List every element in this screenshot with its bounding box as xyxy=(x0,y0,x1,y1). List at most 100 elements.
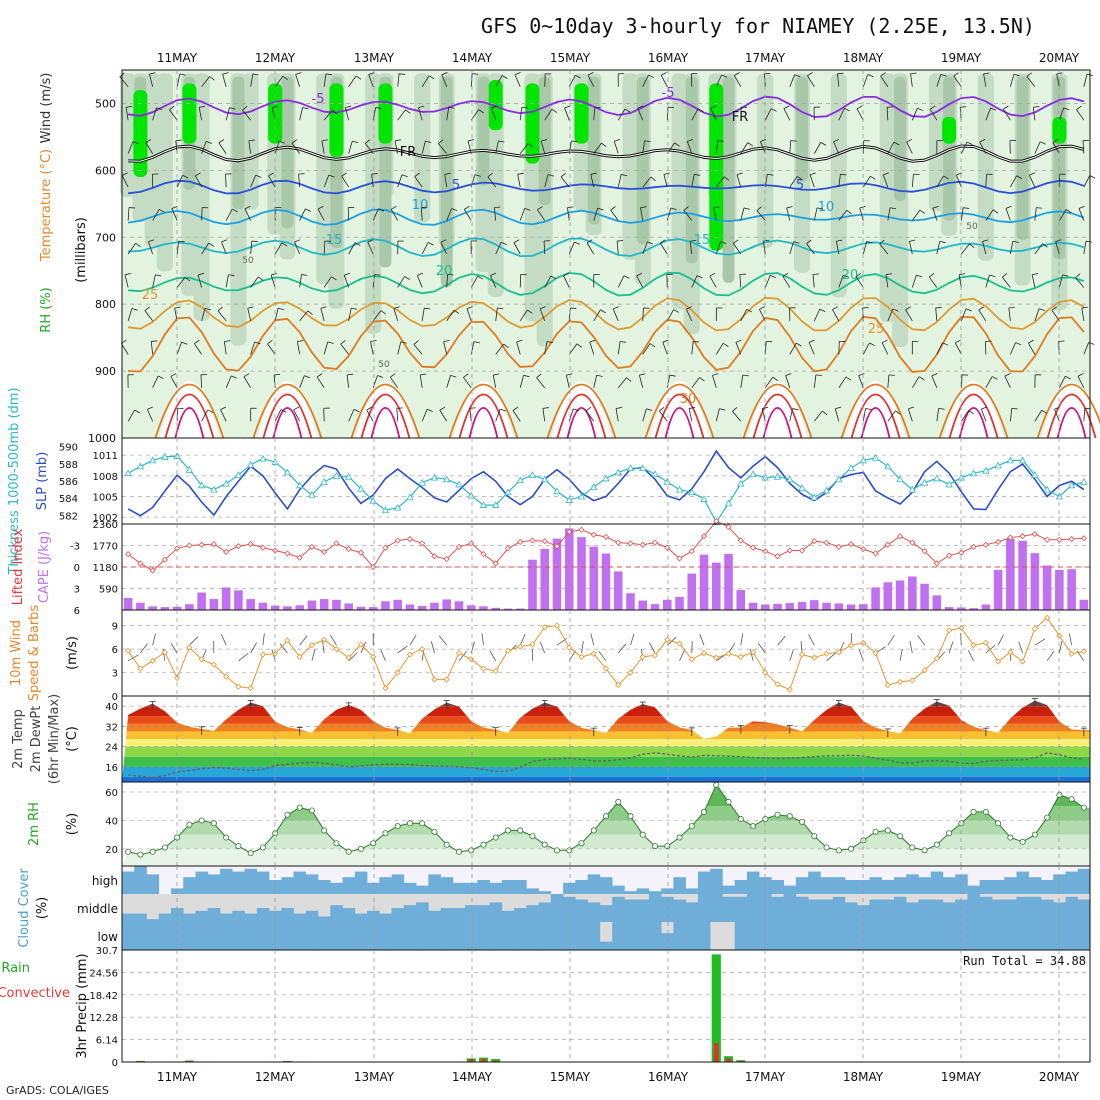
wind-barb-flag xyxy=(673,309,680,313)
wind-barb xyxy=(421,75,430,87)
cape-bar xyxy=(148,606,157,610)
wind10-speed-point xyxy=(688,656,695,663)
wind-barb-flag xyxy=(648,74,655,79)
wind-barb xyxy=(152,375,159,388)
wind-barb xyxy=(617,275,625,288)
wind-barb xyxy=(715,140,719,154)
thickness-point xyxy=(197,481,206,489)
wind10-speed-point xyxy=(1007,649,1014,656)
cloud-high-cell xyxy=(832,877,846,894)
wind-barb xyxy=(912,209,921,221)
wind-barb-flag xyxy=(394,139,401,142)
thickness-point xyxy=(136,462,145,470)
wind-barb-flag xyxy=(621,174,628,177)
wind-barb xyxy=(838,376,847,389)
cloud-high-cell xyxy=(734,880,748,894)
wind-barb-flag xyxy=(393,306,400,309)
wind-barb xyxy=(764,341,767,355)
wind-barb xyxy=(760,141,766,154)
precip-tick-label: 6.14 xyxy=(96,1036,118,1047)
rh-point xyxy=(480,841,487,848)
wind-barb xyxy=(194,343,202,355)
cloud-middle-cell xyxy=(146,919,160,922)
wind-barb-flag xyxy=(537,206,543,211)
cape-bar xyxy=(172,606,182,610)
wind-barb-flag xyxy=(352,140,359,144)
lifted-index-point xyxy=(137,560,144,567)
wind-barb-flag xyxy=(990,107,997,111)
wind-barb xyxy=(176,241,180,255)
wind-barb xyxy=(537,209,546,221)
wind10-barb xyxy=(421,648,425,661)
wind-barb xyxy=(563,275,570,288)
thickness-point xyxy=(1006,456,1015,464)
wind-barb xyxy=(642,176,652,188)
wind-barb-flag xyxy=(1052,139,1059,143)
wind-barb-flag xyxy=(516,339,523,343)
cloud-middle-cell xyxy=(318,916,331,922)
wind-barb-flag xyxy=(935,307,942,309)
cloud-low-cell xyxy=(599,941,613,950)
wind10-barb xyxy=(789,649,794,661)
rh-shade-bright xyxy=(182,83,197,144)
wind-barb-flag xyxy=(989,274,996,277)
wind-barb xyxy=(1009,408,1013,422)
lifted-index-point xyxy=(541,538,548,545)
date-label-top: 15MAY xyxy=(550,51,591,65)
wind-barb-flag xyxy=(772,376,778,381)
wind-barb xyxy=(813,374,817,388)
cloud-high-cell xyxy=(1028,877,1042,894)
wind-barb xyxy=(691,174,695,188)
cloud-low-cell xyxy=(354,922,368,950)
rh-point xyxy=(909,844,916,851)
cape-axis-label: Lifted Index xyxy=(11,528,26,605)
cape-bar xyxy=(430,602,439,610)
wind-barb xyxy=(936,408,940,422)
wind10-speed-point xyxy=(161,649,168,656)
wind-barb xyxy=(880,75,889,87)
wind-barb xyxy=(789,342,797,355)
wind-barb-flag xyxy=(1075,273,1081,278)
cape-bar xyxy=(662,599,672,610)
thickness-point xyxy=(724,499,733,507)
wind-barb-flag xyxy=(942,342,949,346)
wind-barb-flag xyxy=(440,239,447,243)
cape-bar xyxy=(626,593,635,610)
wind-barb-flag xyxy=(939,240,946,244)
cloud-low-cell xyxy=(685,922,699,950)
wind-barb-flag xyxy=(644,140,651,142)
wind-barb xyxy=(124,274,129,288)
contour-label: 15 xyxy=(694,233,711,248)
cloud-low-cell xyxy=(612,922,625,950)
wind-barb xyxy=(512,410,521,422)
wind-barb xyxy=(194,175,202,188)
wind-barb xyxy=(740,207,745,221)
wind-barb xyxy=(519,143,529,154)
wind-barb-flag xyxy=(443,339,450,343)
rh-point xyxy=(504,827,511,834)
wind-barb xyxy=(441,74,448,87)
rh-shade-bright xyxy=(574,83,589,144)
thickness-point xyxy=(516,476,524,484)
cloud-middle-cell xyxy=(207,908,221,922)
cloud-middle-cell xyxy=(624,899,637,922)
wind-barb-flag xyxy=(697,108,704,113)
cloud-low-cell xyxy=(808,922,821,950)
wind-barb-flag xyxy=(279,140,286,144)
wind-barb xyxy=(466,308,472,322)
lifted-index-point xyxy=(700,533,708,540)
wind-barb xyxy=(1081,308,1085,321)
wind-barb-flag xyxy=(917,107,924,111)
thickness-point xyxy=(381,506,390,514)
cape-bar xyxy=(724,553,733,610)
temp-color-band xyxy=(122,739,1090,747)
wind-barb xyxy=(833,141,840,154)
wind-barb-flag xyxy=(450,375,457,378)
wind-barb-flag xyxy=(344,272,351,276)
wind-barb xyxy=(568,241,575,255)
wind-barb-flag xyxy=(367,239,374,243)
wind-barb-flag xyxy=(463,373,469,378)
wind-barb xyxy=(639,375,644,388)
cape-bar xyxy=(197,592,206,610)
wind-barb xyxy=(565,375,570,388)
